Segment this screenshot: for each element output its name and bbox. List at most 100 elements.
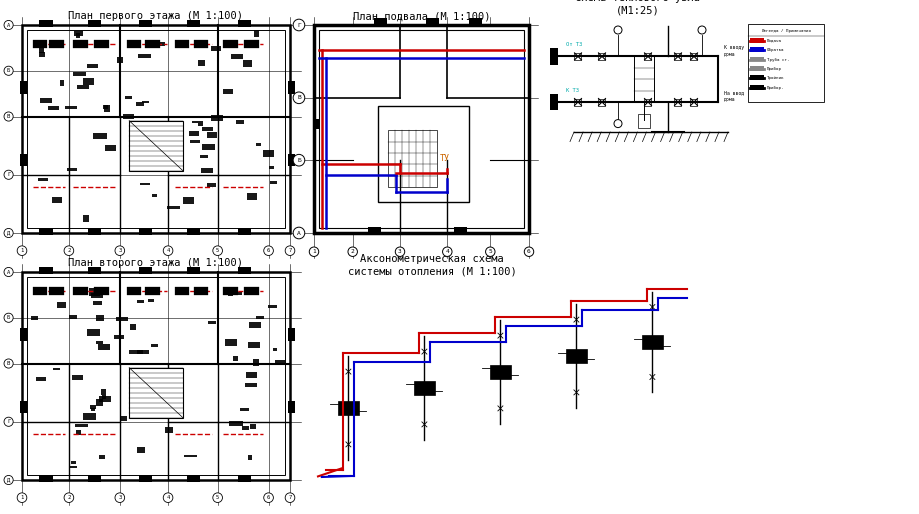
Bar [193, 287, 208, 295]
Bar [453, 227, 466, 233]
Circle shape [293, 227, 304, 239]
Text: Б: Б [297, 158, 301, 163]
Circle shape [285, 493, 294, 503]
Text: 4: 4 [166, 248, 169, 253]
Text: На ввод
дома: На ввод дома [723, 90, 743, 101]
Bar [86, 64, 97, 68]
Bar [255, 143, 261, 146]
Bar [236, 120, 244, 124]
Circle shape [309, 247, 318, 256]
Text: Прибор: Прибор [766, 67, 781, 71]
Bar [33, 40, 48, 48]
Bar [313, 25, 528, 233]
Bar [137, 300, 144, 303]
Bar [145, 287, 160, 295]
Text: 6: 6 [267, 248, 270, 253]
Bar [99, 455, 105, 459]
Bar [374, 18, 387, 26]
Bar [633, 57, 653, 102]
Text: Д: Д [7, 478, 10, 483]
Bar [288, 401, 294, 413]
Bar [49, 287, 63, 295]
Bar [40, 98, 51, 103]
Bar [750, 38, 763, 43]
Circle shape [4, 267, 13, 277]
Circle shape [4, 66, 13, 76]
Text: План подвала (М 1:100): План подвала (М 1:100) [352, 11, 490, 21]
Bar [641, 335, 662, 349]
Circle shape [4, 228, 13, 237]
Bar [210, 115, 222, 121]
Bar [87, 475, 101, 483]
Circle shape [293, 92, 304, 104]
Bar [242, 426, 248, 430]
Bar [95, 287, 109, 295]
Bar [103, 105, 108, 108]
Bar [137, 447, 144, 453]
Circle shape [64, 493, 74, 503]
Bar [244, 40, 259, 48]
Bar [137, 350, 149, 355]
Bar [83, 79, 95, 85]
Bar [90, 405, 96, 409]
Circle shape [613, 26, 621, 34]
Circle shape [4, 112, 13, 121]
Text: 3: 3 [118, 495, 121, 500]
Bar [573, 99, 581, 105]
Circle shape [4, 21, 13, 30]
Bar [127, 287, 142, 295]
Bar [288, 154, 294, 167]
Text: От ТЗ: От ТЗ [565, 42, 582, 47]
Text: А: А [7, 23, 10, 28]
Text: 5: 5 [488, 249, 492, 254]
Bar [690, 53, 697, 60]
Bar [102, 395, 106, 399]
Text: В: В [7, 114, 10, 119]
Bar [40, 48, 44, 53]
Bar [33, 287, 48, 295]
Bar [318, 30, 524, 228]
Bar [19, 401, 27, 413]
Bar [414, 381, 435, 395]
Bar [187, 20, 200, 27]
Bar [183, 197, 194, 204]
Bar [120, 416, 127, 420]
Bar [31, 316, 38, 320]
Bar [127, 40, 142, 48]
Bar [598, 53, 605, 60]
Bar [73, 40, 87, 48]
Bar [747, 24, 823, 102]
Bar [74, 424, 87, 427]
Text: Б: Б [7, 315, 10, 320]
Bar [76, 33, 80, 38]
Bar [202, 126, 212, 131]
Bar [175, 40, 189, 48]
Bar [598, 99, 605, 105]
Text: А: А [7, 269, 10, 274]
Circle shape [64, 246, 74, 255]
Text: Г: Г [7, 419, 10, 424]
Text: 2: 2 [350, 249, 354, 254]
Text: 3: 3 [398, 249, 402, 254]
Circle shape [698, 26, 705, 34]
Bar [138, 54, 151, 58]
Text: Г: Г [7, 172, 10, 177]
Bar [87, 228, 101, 235]
Text: Прибор.: Прибор. [766, 86, 784, 90]
Bar [644, 99, 651, 105]
Bar [750, 76, 763, 80]
Bar [275, 360, 285, 362]
Bar [93, 301, 102, 305]
Bar [129, 368, 183, 417]
Bar [337, 401, 358, 415]
Bar [125, 96, 132, 100]
Bar [91, 409, 96, 411]
Bar [224, 339, 237, 345]
Circle shape [163, 246, 173, 255]
Bar [72, 461, 75, 464]
Text: Г: Г [297, 23, 301, 28]
Circle shape [17, 246, 27, 255]
Bar [229, 421, 243, 426]
Text: Легенда / Примечания: Легенда / Примечания [760, 29, 811, 33]
Bar [188, 131, 199, 136]
